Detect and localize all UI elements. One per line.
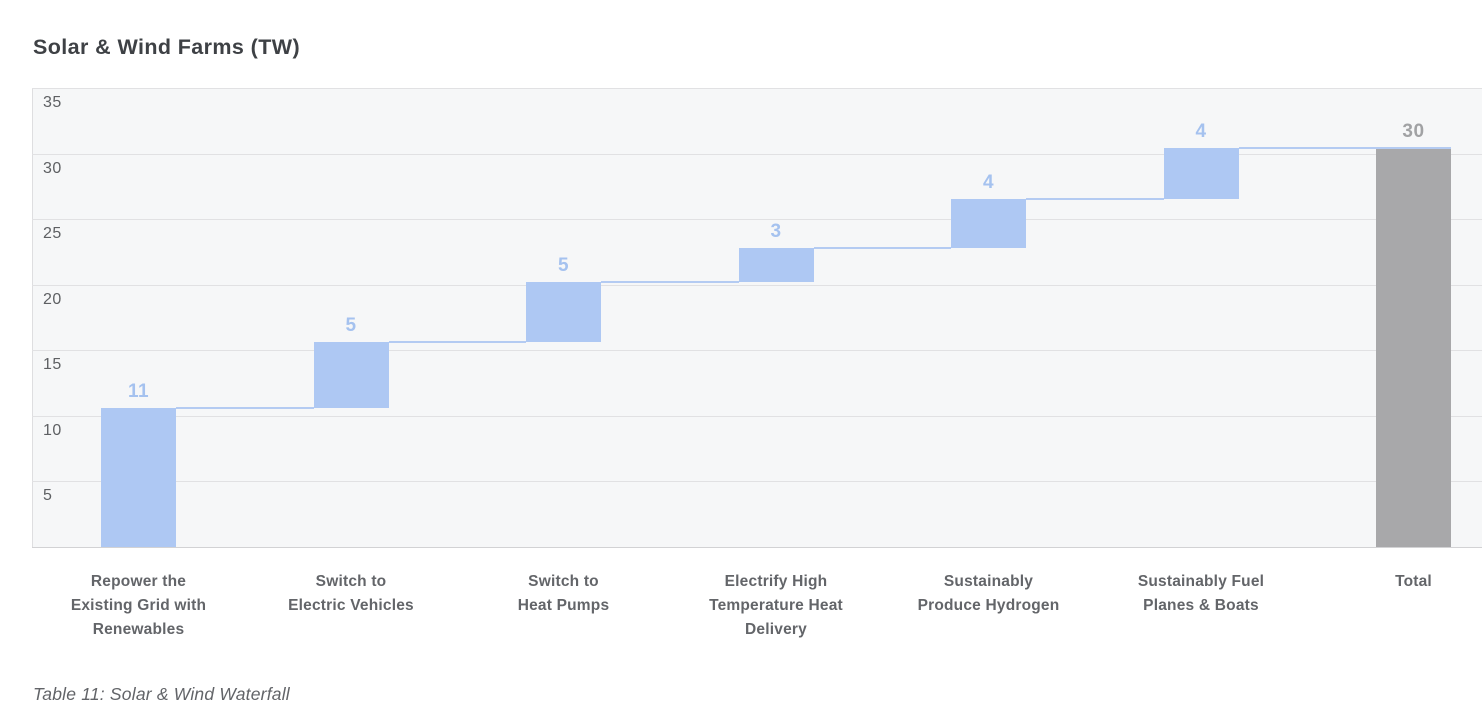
gridline-y20 (32, 284, 1482, 286)
category-label-line: Sustainably Fuel (1137, 573, 1265, 590)
plot-area (32, 88, 1482, 547)
y-axis-tick-label: 20 (43, 290, 62, 308)
y-axis-tick-label: 15 (43, 356, 62, 374)
bar-value-label: 5 (345, 315, 357, 337)
waterfall-bar (526, 282, 601, 343)
category-label-line: Repower the (90, 573, 187, 590)
category-label-line: Switch to (315, 573, 387, 590)
gridline-y25 (32, 219, 1482, 221)
y-axis-tick-label: 10 (43, 421, 62, 439)
bar-value-label: 5 (557, 255, 570, 277)
waterfall-bar (313, 342, 389, 408)
category-label: Sustainably Produce Hydrogen (883, 570, 1095, 618)
category-label-line: Sustainably (943, 573, 1034, 590)
gridline-y30 (32, 153, 1482, 155)
category-label-line: Renewables (92, 621, 185, 638)
category-label: Repower the Existing Grid with Renewables (33, 570, 245, 642)
category-label-line: Total (1395, 573, 1432, 590)
bar-value-label: 4 (982, 172, 995, 194)
category-label-line: Existing Grid with (70, 597, 207, 614)
category-label-line: Planes & Boats (1143, 597, 1259, 614)
category-label: Switch to Electric Vehicles (245, 570, 457, 618)
category-label-line: Heat Pumps (517, 597, 610, 614)
gridline-y15 (32, 350, 1482, 352)
bar-value-label: 30 (1402, 121, 1425, 143)
bar-value-label: 3 (770, 220, 782, 242)
waterfall-bar (101, 407, 176, 547)
waterfall-bar (738, 247, 814, 283)
category-label-line: Produce Hydrogen (917, 597, 1060, 614)
bar-value-label: 4 (1195, 121, 1207, 143)
category-label-line: Switch to (528, 573, 599, 590)
category-label-line: Electric Vehicles (288, 597, 414, 614)
waterfall-connector (601, 281, 739, 284)
category-label-line: Delivery (745, 621, 807, 638)
gridline-y35 (32, 88, 1482, 89)
bar-value-label: 11 (127, 380, 150, 402)
waterfall-bar (951, 199, 1026, 248)
table-caption: Table 11: Solar & Wind Waterfall (33, 684, 290, 704)
y-axis-tick-label: 25 (43, 225, 62, 243)
y-axis-tick-label: 5 (43, 487, 53, 505)
gridline-y10 (32, 415, 1482, 417)
waterfall-connector (813, 246, 951, 249)
waterfall-connector (1238, 147, 1451, 150)
waterfall-connector (388, 341, 526, 344)
y-axis-tick-label: 35 (43, 94, 62, 111)
category-label: Electrify High Temperature Heat Delivery (670, 570, 882, 642)
category-label-line: Electrify High (724, 573, 828, 590)
gridline-y5 (32, 481, 1482, 483)
category-label: Sustainably Fuel Planes & Boats (1095, 570, 1307, 618)
waterfall-connector (1026, 198, 1164, 201)
x-axis-line (32, 547, 1482, 548)
waterfall-connector (176, 406, 314, 409)
total-bar (1376, 148, 1451, 547)
category-label-line: Temperature Heat (709, 597, 843, 614)
category-label: Total (1308, 570, 1482, 594)
category-label: Switch to Heat Pumps (458, 570, 670, 618)
waterfall-bar (1163, 148, 1239, 200)
chart-title: Solar & Wind Farms (TW) (33, 35, 301, 59)
y-axis-tick-label: 30 (43, 159, 62, 177)
